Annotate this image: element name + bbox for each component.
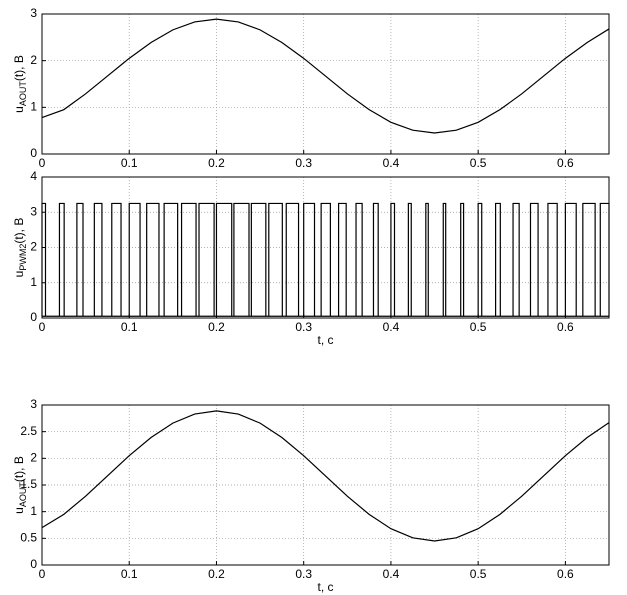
y-tick-label: 2: [30, 240, 37, 254]
pulse: [390, 202, 396, 317]
x-axis-label: t, c: [317, 333, 333, 347]
data-line: [41, 410, 610, 542]
y-tick-label: 0: [30, 310, 37, 324]
pulse: [425, 202, 429, 317]
pulse: [442, 202, 447, 317]
pulse: [547, 202, 558, 317]
pulse: [93, 202, 103, 317]
y-tick-label: 0: [30, 557, 37, 571]
y-tick-label: 1: [30, 100, 37, 114]
pulse: [337, 202, 347, 317]
pulse: [460, 202, 465, 317]
axes-frame: [41, 176, 610, 319]
y-tick-label: 3: [30, 204, 37, 218]
x-tick-label: 0.6: [557, 567, 574, 581]
pulse: [529, 202, 539, 317]
pulse: [477, 202, 483, 317]
x-tick-label: 0.5: [470, 156, 487, 170]
pulse: [320, 202, 331, 317]
x-tick-label: 0.4: [383, 156, 400, 170]
pulse: [495, 202, 501, 317]
subplot: 0 1 2 3 0 0.1 0.2 0.3 0.4 0.5 0.6 uAOUT(t), B: [12, 6, 610, 170]
y-label-rest: (t), B: [12, 456, 26, 482]
x-tick-label: 0.2: [208, 567, 225, 581]
x-tick-label: 0.1: [121, 320, 138, 334]
pulse: [215, 202, 233, 317]
pulse: [512, 202, 520, 317]
x-tick-label: 0: [39, 567, 46, 581]
x-tick-label: 0.1: [121, 567, 138, 581]
y-tick-label: 3: [30, 6, 37, 20]
x-tick-label: 0.3: [295, 156, 312, 170]
pulse: [407, 202, 412, 317]
y-tick-label: 0: [30, 146, 37, 160]
x-tick-label: 0: [39, 156, 46, 170]
pulse: [250, 202, 267, 317]
y-label-sub: AOUT: [18, 482, 28, 508]
x-tick-label: 0.4: [383, 320, 400, 334]
y-label-rest: (t), B: [12, 55, 26, 81]
y-label-main: u: [12, 507, 26, 514]
pulse: [163, 202, 179, 317]
pulse: [268, 202, 283, 317]
data-line: [41, 18, 610, 134]
pulse: [180, 202, 197, 317]
pulse: [355, 202, 363, 317]
y-tick-label: 1: [30, 275, 37, 289]
y-axis-label: uAOUT(t), B: [12, 456, 28, 514]
y-axis-label: uPWM2(t), B: [12, 218, 28, 278]
y-label-sub: AOUT: [18, 81, 28, 107]
y-tick-label: 2.5: [20, 424, 37, 438]
y-tick-label: 1: [30, 504, 37, 518]
y-tick-label: 2: [30, 53, 37, 67]
subplot: 0 0.5 1 1.5 2 2.5 3 0 0.1 0.2 0.3 0.4 0.5 0.6 uAOUT(t)…: [12, 397, 610, 594]
y-axis-label: uAOUT(t), B: [12, 55, 28, 113]
pulse: [146, 202, 160, 317]
x-tick-label: 0: [39, 320, 46, 334]
pulse: [41, 202, 47, 317]
x-tick-label: 0.5: [470, 567, 487, 581]
x-tick-label: 0.4: [383, 567, 400, 581]
y-tick-label: 2: [30, 451, 37, 465]
x-tick-label: 0.3: [295, 567, 312, 581]
y-label-main: u: [12, 271, 26, 278]
pulse: [303, 202, 316, 317]
x-tick-label: 0.6: [557, 156, 574, 170]
y-label-rest: (t), B: [12, 218, 26, 244]
y-label-main: u: [12, 106, 26, 113]
x-axis-label: t, c: [317, 580, 333, 594]
axes-frame: [41, 404, 610, 566]
pulse: [58, 202, 65, 317]
subplot: 0 1 2 3 4 0 0.1 0.2 0.3 0.4 0.5 0.6 uPWM2(t), B t, c: [12, 169, 610, 347]
pulse: [128, 202, 141, 317]
pulse: [599, 202, 610, 317]
y-tick-label: 1.5: [20, 477, 37, 491]
x-tick-label: 0.3: [295, 320, 312, 334]
x-tick-label: 0.5: [470, 320, 487, 334]
x-tick-label: 0.1: [121, 156, 138, 170]
pulse: [198, 202, 215, 317]
x-tick-label: 0.2: [208, 320, 225, 334]
y-tick-label: 0.5: [20, 531, 37, 545]
pulse: [372, 202, 379, 317]
y-tick-label: 3: [30, 397, 37, 411]
axes-frame: [41, 13, 610, 155]
y-label-sub: PWM2: [18, 244, 28, 271]
x-tick-label: 0.6: [557, 320, 574, 334]
pulse: [111, 202, 122, 317]
pulse: [582, 202, 596, 317]
x-tick-label: 0.2: [208, 156, 225, 170]
pulse: [233, 202, 250, 317]
pulse: [285, 202, 300, 317]
y-tick-label: 4: [30, 169, 37, 183]
pulse: [76, 202, 84, 317]
pulse: [564, 202, 577, 317]
